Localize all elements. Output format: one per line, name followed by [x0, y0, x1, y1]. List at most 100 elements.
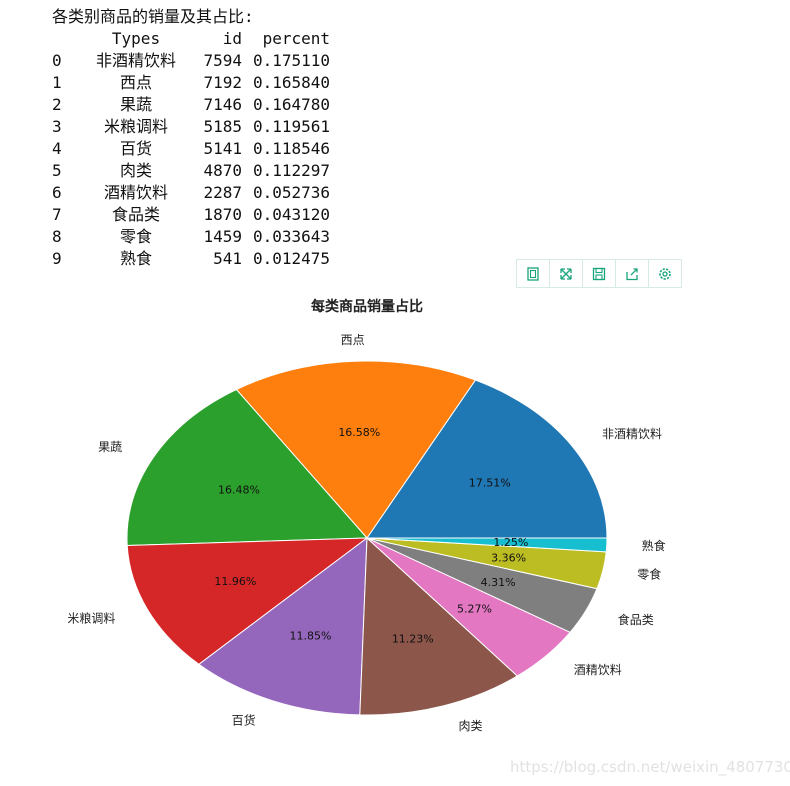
table-cell-percent: 0.112297: [252, 161, 330, 180]
table-cell-percent: 0.165840: [252, 73, 330, 92]
table-cell-percent: 0.164780: [252, 95, 330, 114]
table-cell-type: 零食: [119, 227, 152, 246]
table-cell-id: 4870: [203, 161, 242, 180]
table-cell-percent: 0.033643: [252, 227, 330, 246]
table-row: 9 熟食 541 0.012475: [52, 248, 330, 270]
pie-category-label-4: 百货: [232, 712, 256, 727]
settings-icon: [659, 267, 671, 280]
table-row: 2 果蔬 7146 0.164780: [52, 94, 330, 116]
table-cell-index: 9: [52, 249, 62, 268]
pie-slices: [126, 360, 608, 716]
export-icon: [626, 267, 638, 280]
pie-percent-label-3: 11.96%: [214, 575, 256, 588]
table-cell-percent: 0.175110: [252, 51, 330, 70]
pie-category-label-8: 零食: [637, 566, 661, 581]
pie-percent-label-6: 5.27%: [457, 603, 492, 616]
table-cell-index: 7: [52, 205, 62, 224]
save-image-icon: [592, 267, 606, 280]
pie-percent-label-1: 16.58%: [338, 426, 380, 439]
pie-category-label-9: 熟食: [642, 538, 666, 553]
table-row: 0 非酒精饮料 7594 0.175110: [52, 50, 330, 72]
chart-title: 每类商品销量占比: [311, 298, 423, 315]
chart-toolbar: [516, 259, 682, 288]
pie-percent-label-2: 16.48%: [218, 483, 260, 496]
table-cell-id: 1459: [203, 227, 242, 246]
settings-button[interactable]: [649, 260, 681, 287]
table-cell-id: 7594: [203, 51, 242, 70]
pie-slice-5: [359, 536, 519, 716]
table-cell-type: 西点: [119, 73, 152, 92]
table-cell-percent: 0.012475: [252, 249, 330, 268]
data-view-icon: [527, 266, 539, 281]
table-row: 5 肉类 4870 0.112297: [52, 160, 330, 182]
pie-category-label-3: 米粮调料: [67, 611, 115, 626]
table-cell-percent: 0.119561: [252, 117, 330, 136]
table-cell-index: 0: [52, 51, 62, 70]
pie-category-label-5: 肉类: [459, 719, 483, 733]
table-row: 1 西点 7192 0.165840: [52, 72, 330, 94]
watermark: https://blog.csdn.net/weixin_48077303: [510, 758, 790, 776]
table-cell-id: 5185: [203, 117, 242, 136]
restore-button[interactable]: [550, 260, 583, 287]
table-cell-percent: 0.052736: [252, 183, 330, 202]
pie-slice-3: [126, 537, 369, 665]
pie-labels: 17.51% 非酒精饮料 16.58% 西点 16.48% 果蔬 11.96% 米粮调料 11.…: [67, 333, 665, 733]
pie-slice-1: [235, 360, 477, 539]
table-cell-id: 5141: [203, 139, 242, 158]
table-cell-index: 5: [52, 161, 62, 180]
table-cell-index: 6: [52, 183, 62, 202]
table-cell-id: 541: [213, 249, 242, 268]
pie-percent-label-9: 1.25%: [493, 536, 528, 549]
pie-category-label-2: 果蔬: [98, 440, 122, 454]
pie-percent-label-8: 3.36%: [491, 552, 526, 565]
pie-percent-label-5: 11.23%: [392, 633, 434, 646]
table-row: 6 酒精饮料 2287 0.052736: [52, 182, 330, 204]
pie-slice-9: [366, 537, 608, 553]
table-cell-id: 7192: [203, 73, 242, 92]
pie-percent-label-4: 11.85%: [290, 630, 332, 643]
table-cell-id: 1870: [203, 205, 242, 224]
pie-category-label-6: 酒精饮料: [574, 663, 622, 677]
pie-percent-label-7: 4.31%: [481, 576, 516, 589]
dataframe-output: 各类别商品的销量及其占比: Types id percent 0 非酒精饮料 759…: [52, 6, 330, 270]
export-button[interactable]: [616, 260, 649, 287]
table-cell-index: 8: [52, 227, 62, 246]
column-header-id: id: [222, 29, 242, 48]
table-cell-id: 2287: [203, 183, 242, 202]
pie-slice-4: [198, 536, 368, 716]
save-image-button[interactable]: [583, 260, 616, 287]
pie-percent-label-0: 17.51%: [469, 476, 511, 489]
table-cell-percent: 0.118546: [252, 139, 330, 158]
table-cell-id: 7146: [203, 95, 242, 114]
pie-slice-2: [126, 388, 369, 546]
table-cell-type: 食品类: [111, 205, 160, 224]
column-header-types: Types: [111, 29, 161, 48]
pie-category-label-7: 食品类: [618, 612, 654, 627]
table-cell-type: 百货: [119, 139, 152, 158]
dataframe-table: Types id percent 0 非酒精饮料 7594 0.175110 1 西点 71…: [52, 28, 330, 270]
table-cell-type: 米粮调料: [103, 117, 168, 136]
pie-category-label-1: 西点: [341, 333, 365, 347]
pie-slice-0: [366, 379, 608, 539]
output-caption: 各类别商品的销量及其占比:: [52, 7, 254, 26]
table-row: 8 零食 1459 0.033643: [52, 226, 330, 248]
table-cell-type: 果蔬: [119, 95, 152, 114]
table-cell-type: 非酒精饮料: [95, 51, 176, 70]
table-cell-index: 1: [52, 73, 62, 92]
table-cell-percent: 0.043120: [252, 205, 330, 224]
pie-category-label-0: 非酒精饮料: [602, 427, 662, 441]
table-cell-index: 3: [52, 117, 62, 136]
column-header-percent: percent: [262, 29, 330, 48]
table-cell-index: 2: [52, 95, 62, 114]
table-header-row: Types id percent: [52, 28, 330, 50]
table-cell-type: 熟食: [119, 249, 152, 268]
restore-icon: [560, 267, 572, 280]
table-cell-type: 肉类: [119, 161, 152, 180]
table-row: 4 百货 5141 0.118546: [52, 138, 330, 160]
data-view-button[interactable]: [517, 260, 550, 287]
table-cell-index: 4: [52, 139, 62, 158]
table-row: 7 食品类 1870 0.043120: [52, 204, 330, 226]
table-cell-type: 酒精饮料: [103, 183, 168, 202]
table-row: 3 米粮调料 5185 0.119561: [52, 116, 330, 138]
